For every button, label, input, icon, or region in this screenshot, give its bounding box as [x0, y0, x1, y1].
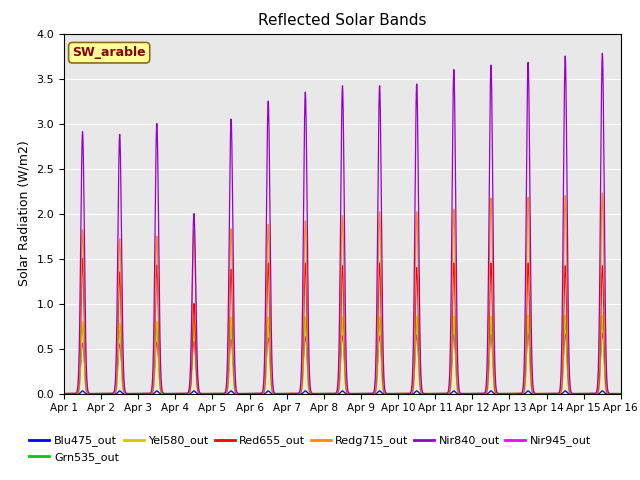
Title: Reflected Solar Bands: Reflected Solar Bands	[258, 13, 427, 28]
Y-axis label: Solar Radiation (W/m2): Solar Radiation (W/m2)	[18, 141, 31, 287]
Legend: Blu475_out, Grn535_out, Yel580_out, Red655_out, Redg715_out, Nir840_out, Nir945_: Blu475_out, Grn535_out, Yel580_out, Red6…	[25, 431, 596, 467]
Text: SW_arable: SW_arable	[72, 46, 146, 59]
